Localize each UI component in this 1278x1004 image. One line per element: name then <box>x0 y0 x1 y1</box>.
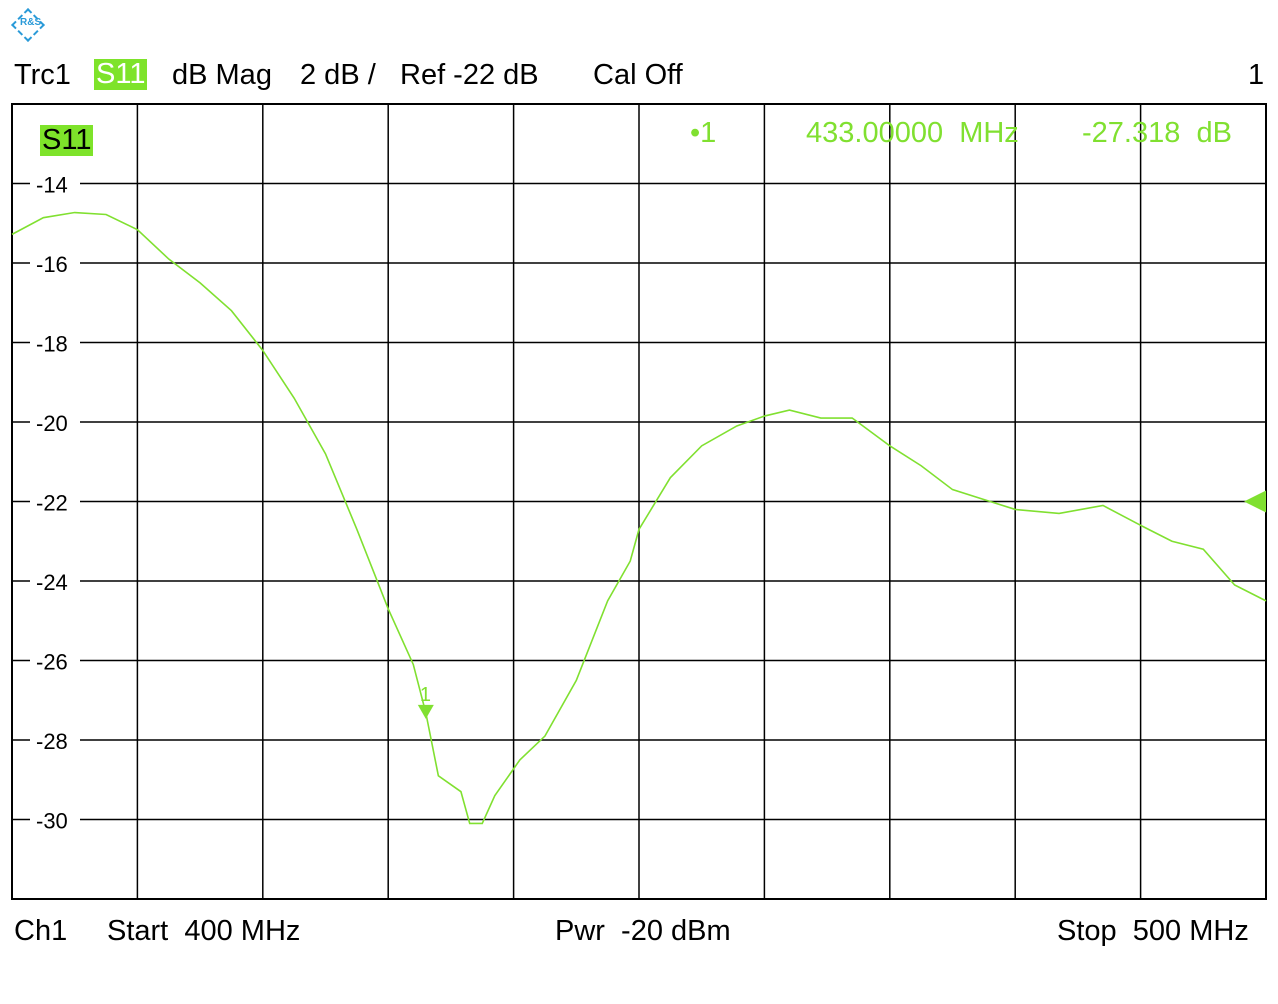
marker-readout-freq: 433.00000 MHz <box>806 117 1019 149</box>
power-label[interactable]: Pwr -20 dBm <box>555 915 731 947</box>
y-tick-label: -22 <box>36 491 68 516</box>
tick-label-bg <box>30 726 80 754</box>
tick-label-bg <box>30 249 80 277</box>
ref-level-indicator <box>1244 490 1266 513</box>
trace-param-badge[interactable]: S11 <box>94 58 148 90</box>
tick-label-bg <box>30 487 80 516</box>
tick-label-bg <box>30 567 80 595</box>
y-tick-label: -24 <box>36 570 68 595</box>
tick-label-bg <box>30 646 80 675</box>
y-tick-label: -20 <box>36 411 68 436</box>
format-label[interactable]: dB Mag <box>172 59 272 91</box>
channel-label: Ch1 <box>14 915 68 947</box>
window-number: 1 <box>1248 59 1265 91</box>
start-freq[interactable]: Start 400 MHz <box>107 915 301 947</box>
tick-label-bg <box>30 328 80 357</box>
y-tick-label: -28 <box>36 729 68 754</box>
scale-label[interactable]: 2 dB / <box>300 59 376 91</box>
y-tick-label: -14 <box>36 173 68 198</box>
cal-status: Cal Off <box>593 59 683 91</box>
stop-freq[interactable]: Stop 500 MHz <box>1057 915 1249 947</box>
tick-label-bg <box>30 408 80 436</box>
trace-name[interactable]: Trc1 <box>14 59 71 91</box>
marker-triangle <box>417 704 434 719</box>
marker-label: 1 <box>420 684 431 706</box>
rs-logo: R&S <box>11 8 45 42</box>
marker-readout-value: -27.318 dB <box>1082 117 1232 149</box>
y-tick-label: -16 <box>36 252 68 277</box>
y-tick-label: -30 <box>36 809 68 834</box>
trace-line <box>11 211 1267 825</box>
y-tick-label: -18 <box>36 332 68 357</box>
marker-readout-id: •1 <box>690 117 717 149</box>
ref-level-label[interactable]: Ref -22 dB <box>400 59 539 91</box>
trace-label: S11 <box>40 124 94 156</box>
y-tick-label: -26 <box>36 650 68 675</box>
tick-label-bg <box>30 169 80 198</box>
tick-label-bg <box>30 805 80 834</box>
